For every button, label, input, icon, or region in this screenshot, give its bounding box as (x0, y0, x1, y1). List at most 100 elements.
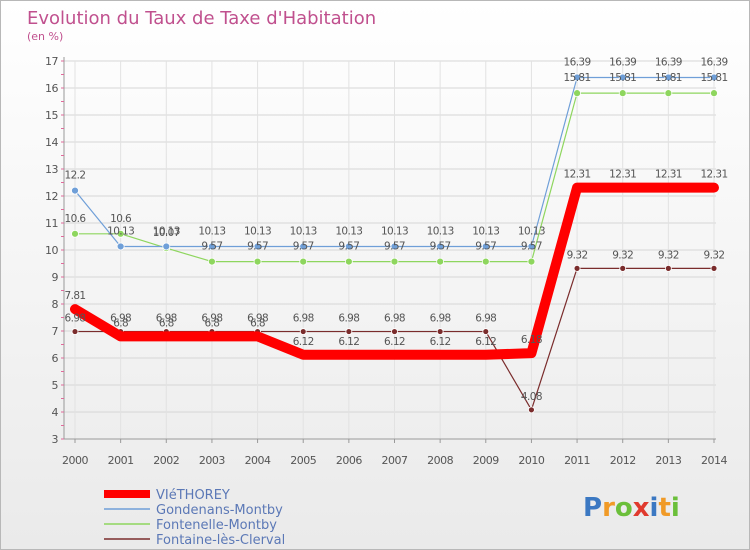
series-point-1 (208, 242, 216, 251)
data-label: 12.31 (564, 169, 591, 181)
series-point-3 (436, 328, 444, 335)
data-label: 15.81 (700, 72, 727, 84)
series-point-3 (710, 264, 718, 272)
data-label: 9.32 (612, 249, 633, 261)
data-label: 9.32 (567, 249, 588, 261)
series-point-3 (391, 328, 398, 335)
data-label: 12.31 (609, 169, 636, 181)
legend-label: Fontaine-lès-Clerval (156, 533, 285, 548)
data-label: 10.13 (427, 225, 454, 237)
series-point-1 (116, 242, 125, 251)
data-label: 10.13 (381, 225, 408, 237)
series-point-3 (299, 328, 307, 335)
x-tick-label: 2006 (336, 454, 362, 467)
data-label: 6.98 (65, 313, 86, 325)
logo-letter: r (602, 493, 615, 523)
data-label: 10.6 (110, 213, 132, 225)
data-label: 15.81 (609, 72, 636, 84)
data-label: 6.98 (110, 313, 131, 325)
data-label: 9.57 (521, 241, 542, 253)
series-point-1 (344, 242, 353, 251)
data-label: 9.57 (384, 241, 405, 253)
y-tick-label: 15 (45, 109, 58, 122)
data-label: 10.13 (518, 225, 545, 237)
data-label: 6.98 (156, 313, 177, 325)
data-label: 6.18 (521, 334, 542, 346)
x-tick-label: 2007 (382, 454, 408, 467)
series-point-3 (528, 406, 535, 414)
chart-title: Evolution du Taux de Taxe d'Habitation (27, 8, 376, 29)
data-label: 6.8 (250, 317, 265, 329)
x-tick-label: 2008 (427, 454, 453, 467)
series-point-1 (253, 242, 262, 251)
x-tick-label: 2004 (245, 454, 271, 467)
x-tick-label: 2013 (655, 454, 681, 467)
data-label: 12.31 (655, 169, 682, 181)
y-tick-label: 8 (52, 298, 59, 311)
legend-label: Gondenans-Montby (156, 503, 283, 518)
series-point-3 (619, 264, 627, 272)
series-point-1 (390, 242, 399, 251)
series-point-1 (71, 186, 79, 195)
series-point-2 (436, 257, 445, 266)
y-tick-label: 4 (52, 406, 59, 419)
series-point-2 (710, 89, 718, 98)
data-label: 10.13 (335, 225, 362, 237)
legend-label: VIéTHOREY (156, 488, 230, 503)
proxiti-logo: Proxiti (583, 493, 680, 523)
x-tick-label: 2009 (473, 454, 499, 467)
data-label: 9.57 (430, 241, 451, 253)
data-label: 10.13 (472, 225, 499, 237)
logo-letter: P (583, 493, 602, 523)
data-label: 7.81 (65, 290, 86, 302)
data-label: 6.8 (159, 317, 174, 329)
y-tick-label: 7 (52, 325, 59, 338)
axes: 3 4 5 6 7 8 9 10 11 12 13 14 15 16 17 2000 2001 2002 2003 2… (45, 55, 728, 467)
y-tick-label: 12 (45, 190, 58, 203)
data-label: 6.98 (247, 313, 268, 325)
data-label: 6.12 (384, 336, 405, 348)
data-label: 12.31 (700, 169, 727, 181)
series-point-2 (208, 257, 216, 266)
x-tick-label: 2003 (199, 454, 225, 467)
data-label: 10.6 (65, 213, 87, 225)
x-tick-label: 2012 (610, 454, 636, 467)
data-label: 6.8 (204, 317, 219, 329)
data-label: 6.12 (293, 336, 314, 348)
y-tick-label: 6 (52, 352, 59, 365)
data-label: 16.39 (609, 56, 636, 68)
data-label: 10.13 (107, 225, 134, 237)
data-label: 9.32 (658, 249, 679, 261)
data-label: 15.81 (655, 72, 682, 84)
data-label: 6.98 (293, 313, 314, 325)
logo-letter: t (658, 493, 670, 523)
series-point-2 (344, 257, 353, 266)
series-point-2 (618, 89, 627, 98)
data-label: 10.13 (290, 225, 317, 237)
data-label: 9.57 (247, 241, 268, 253)
y-tick-label: 11 (45, 217, 58, 230)
data-label: 10.13 (244, 225, 271, 237)
series-point-2 (481, 257, 490, 266)
x-tick-label: 2001 (108, 454, 134, 467)
series-point-1 (664, 73, 673, 82)
series-point-1 (481, 242, 490, 251)
data-label: 6.98 (384, 313, 405, 325)
data-label: 6.98 (201, 313, 222, 325)
data-label: 6.98 (338, 313, 359, 325)
logo-letter: i (650, 493, 659, 523)
data-label: 9.32 (704, 249, 725, 261)
data-label: 15.81 (564, 72, 591, 84)
series-point-1 (436, 242, 445, 251)
data-label: 10.13 (153, 225, 180, 237)
series-point-2 (390, 257, 399, 266)
series-point-1 (618, 73, 627, 82)
series-point-2 (527, 257, 536, 266)
series-line-0 (70, 182, 719, 360)
chart-subtitle: (en %) (27, 30, 63, 43)
data-label: 9.57 (475, 241, 496, 253)
data-label: 16.39 (564, 56, 591, 68)
x-tick-label: 2005 (290, 454, 316, 467)
y-tick-label: 10 (45, 244, 58, 257)
y-tick-label: 14 (45, 136, 58, 149)
